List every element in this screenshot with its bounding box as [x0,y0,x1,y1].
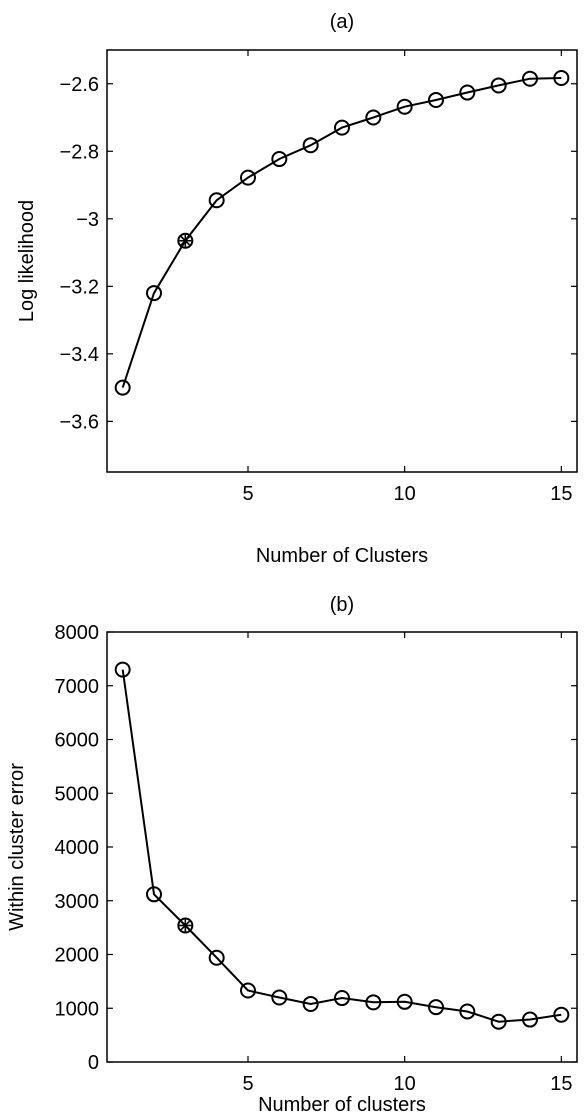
y-tick-label: 0 [88,1052,99,1074]
data-series [114,661,570,1030]
y-tick-label: 3000 [55,891,100,913]
data-point [459,1003,476,1020]
highlight-marker [179,234,192,247]
x-tick-label: 10 [394,483,416,505]
y-tick-label: 4000 [55,837,100,859]
chart-panel-b: (b) Number of clusters Within cluster er… [6,594,578,1116]
y-tick-label: −2.8 [60,141,99,163]
data-point [490,1013,507,1030]
chart-title: (a) [330,11,354,33]
x-tick-label: 10 [394,1073,416,1095]
x-axis-label: Number of clusters [258,1094,426,1116]
y-tick-label: −3.2 [60,276,99,298]
data-point [114,379,131,396]
axis-ticks: 5 10 15 0 1000 2000 3000 4000 5000 6000 7000 8000 [55,622,577,1095]
data-point [553,1006,570,1023]
x-tick-label: 15 [550,1073,572,1095]
chart-title: (b) [330,594,354,616]
x-tick-label: 5 [242,483,253,505]
data-point [428,91,444,108]
data-point [177,917,194,934]
plot-frame [106,49,578,473]
data-point [396,993,413,1010]
data-point [271,151,288,168]
y-tick-label: 5000 [55,783,100,805]
highlight-marker [179,919,192,932]
data-point [114,661,131,678]
y-tick-label: 2000 [55,945,100,967]
data-point [146,886,162,903]
data-point [271,989,288,1006]
data-point [365,109,382,126]
y-tick-label: 7000 [55,676,100,698]
y-tick-label: −3.4 [60,344,99,366]
data-point [365,994,382,1011]
y-tick-label: −3 [76,209,99,231]
data-point [522,1011,538,1028]
series-line [121,77,562,388]
x-axis-label: Number of Clusters [256,545,428,567]
highlight-stroke [180,920,191,931]
data-point [302,137,319,154]
y-axis-label: Log likelihood [16,200,38,322]
data-point [240,982,256,999]
data-point [459,84,476,101]
data-point [396,98,413,115]
data-point [177,232,194,249]
data-point [146,285,162,302]
axis-ticks: 5 10 15 −3.6 −3.4 −3.2 −3 −2.8 −2.6 [60,50,577,505]
y-tick-label: 1000 [55,998,100,1020]
data-point [490,77,507,94]
highlight-stroke [180,235,191,246]
data-point [240,169,256,186]
y-tick-label: 8000 [55,622,100,644]
data-point [553,70,570,87]
data-series [114,70,570,396]
data-point [208,192,225,209]
data-point [334,119,350,136]
y-tick-label: 6000 [55,730,100,752]
data-point [428,999,444,1016]
data-point [522,70,538,87]
y-axis-label: Within cluster error [6,763,28,931]
y-tick-label: −3.6 [60,411,99,433]
x-tick-label: 5 [242,1073,253,1095]
series-line [121,669,562,1023]
x-tick-label: 15 [550,483,572,505]
data-point [334,990,350,1007]
data-point [208,949,225,966]
y-tick-label: −2.6 [60,74,99,96]
data-point [302,995,319,1012]
chart-panel-a: (a) Number of Clusters Log likelihood 5 1… [16,11,578,567]
